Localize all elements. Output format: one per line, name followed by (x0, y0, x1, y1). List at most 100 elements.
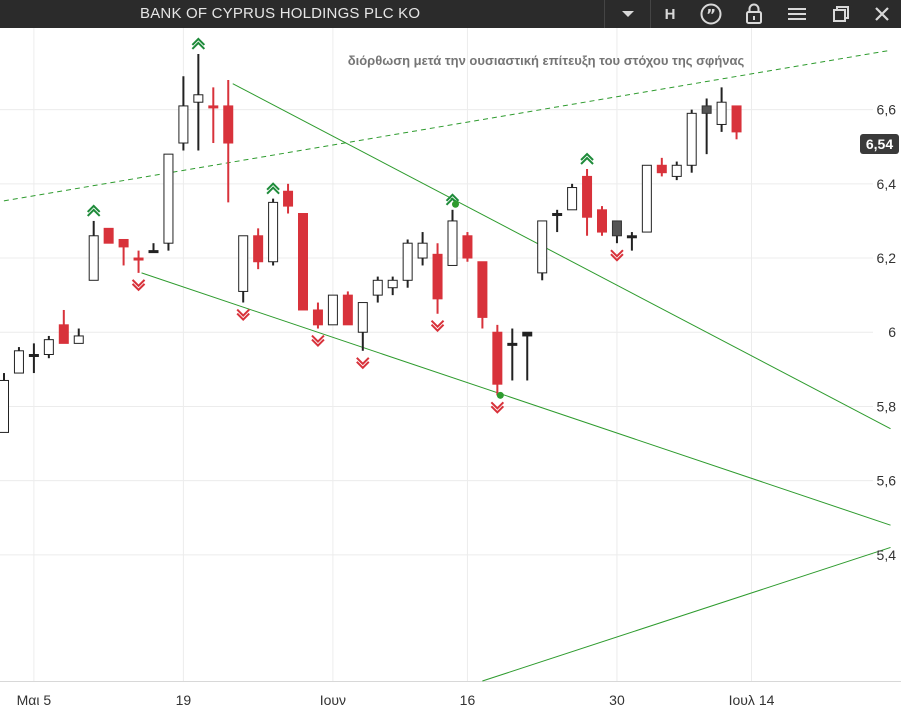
sell-signal-icon (236, 308, 250, 321)
close-icon[interactable] (868, 0, 896, 28)
candle (597, 206, 607, 236)
y-tick-label: 5,4 (877, 547, 897, 563)
candle (133, 250, 144, 273)
candle-body (298, 213, 308, 311)
candle (312, 302, 323, 329)
candle-body (342, 294, 353, 326)
candle (73, 328, 84, 344)
candle-body (492, 331, 503, 385)
trendline (482, 546, 891, 682)
candle-body (28, 354, 39, 357)
candle-body (43, 339, 54, 355)
candle-body (671, 164, 682, 177)
titlebar-separator (604, 0, 605, 28)
candle-body (148, 250, 159, 254)
candle-body (268, 201, 279, 263)
h-button[interactable]: H (664, 5, 676, 23)
trendline (232, 83, 891, 430)
candle (701, 98, 712, 155)
buy-signal-icon (191, 37, 206, 50)
candle (118, 238, 129, 266)
y-tick-label: 5,8 (877, 398, 897, 414)
grid-lines (0, 28, 901, 682)
candle-body (597, 209, 607, 233)
candle (611, 220, 622, 244)
sell-signal-icon (131, 279, 146, 292)
candle-body (13, 350, 24, 374)
window-title: BANK OF CYPRUS HOLDINGS PLC KO (140, 5, 421, 22)
candle (283, 183, 294, 214)
candle (268, 198, 279, 266)
candle (327, 294, 338, 326)
buy-signal-icon (266, 182, 280, 195)
candle-body (522, 331, 533, 337)
candle-body (178, 105, 189, 144)
candle (582, 168, 593, 236)
candle-body (357, 302, 368, 333)
candle-body (477, 261, 488, 318)
menu-icon[interactable] (783, 0, 811, 28)
candle (507, 328, 518, 381)
candle-body (312, 309, 323, 326)
trendlines (0, 49, 891, 682)
candle (193, 53, 204, 151)
sell-signal-icon (610, 249, 624, 262)
candle-body (88, 235, 99, 281)
candle-body (567, 187, 578, 211)
quote-icon[interactable]: ” (696, 0, 726, 28)
y-tick-label: 5,6 (877, 473, 897, 489)
candle (103, 227, 114, 244)
titlebar-separator (650, 0, 651, 28)
candle-body (611, 220, 622, 237)
candle (238, 235, 249, 303)
candle-body (507, 342, 518, 346)
pivot-point (451, 200, 459, 208)
candle (163, 153, 174, 251)
chart-annotation: διόρθωση μετά την ουσιαστική επίτευξη το… (348, 53, 745, 68)
candle-body (0, 379, 9, 433)
candle (477, 261, 488, 329)
candle (178, 76, 189, 151)
candle (357, 302, 368, 351)
candle-body (686, 112, 697, 166)
candle-body (118, 238, 129, 248)
candle (447, 209, 458, 266)
buy-signal-icon (580, 152, 594, 165)
price-chart: 6,6 6,4 6,2 6 5,8 5,6 5,4 Μαι 5 19 Ιουν 16 30 Ιουλ … (0, 28, 901, 708)
candle-body (387, 279, 398, 289)
candle (537, 220, 548, 281)
x-axis: Μαι 5 19 Ιουν 16 30 Ιουλ 14 (17, 692, 775, 708)
candle-body (253, 235, 264, 263)
x-tick-label: Ιουλ 14 (729, 692, 775, 708)
candle-body (327, 294, 338, 326)
y-tick-label: 6,6 (877, 102, 897, 118)
candle-body (716, 101, 727, 125)
candle (342, 291, 353, 326)
candle (671, 161, 682, 181)
candle (656, 157, 667, 177)
candle-body (73, 335, 84, 344)
candle-body (372, 279, 383, 296)
svg-text:”: ” (706, 6, 716, 24)
y-tick-label: 6,2 (877, 250, 897, 266)
candle-body (163, 153, 174, 244)
sell-signal-icon (430, 319, 445, 333)
candle (731, 105, 742, 140)
candle (641, 164, 652, 233)
x-tick-label: 30 (609, 692, 625, 708)
y-tick-label: 6,4 (877, 176, 897, 192)
candle (43, 335, 54, 359)
y-axis: 6,6 6,4 6,2 6 5,8 5,6 5,4 (877, 102, 897, 563)
restore-icon[interactable] (827, 0, 855, 28)
candle-body (58, 324, 69, 344)
trendline (141, 272, 891, 526)
candle (28, 343, 39, 374)
candle-body (626, 235, 637, 239)
candle-body (582, 175, 593, 218)
candle (552, 209, 563, 233)
candle (522, 331, 533, 381)
candle (372, 276, 383, 303)
chevron-down-icon[interactable] (612, 0, 644, 28)
sell-signal-icon (356, 357, 370, 370)
lock-icon[interactable] (740, 0, 768, 28)
